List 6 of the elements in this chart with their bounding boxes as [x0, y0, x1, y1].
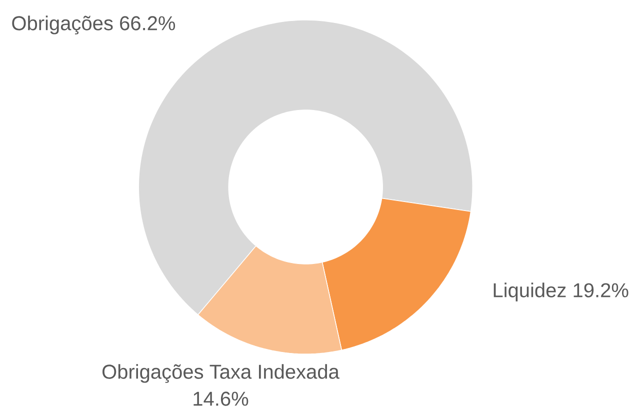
slice-label: Obrigações Taxa Indexada [102, 364, 340, 383]
slice-label: Obrigações [12, 16, 113, 34]
data-label: 19.2% [574, 283, 628, 298]
data-label: 14.6% [194, 392, 248, 406]
slice-label: Liquidez [494, 282, 566, 302]
data-label: 66.2% [120, 16, 176, 30]
